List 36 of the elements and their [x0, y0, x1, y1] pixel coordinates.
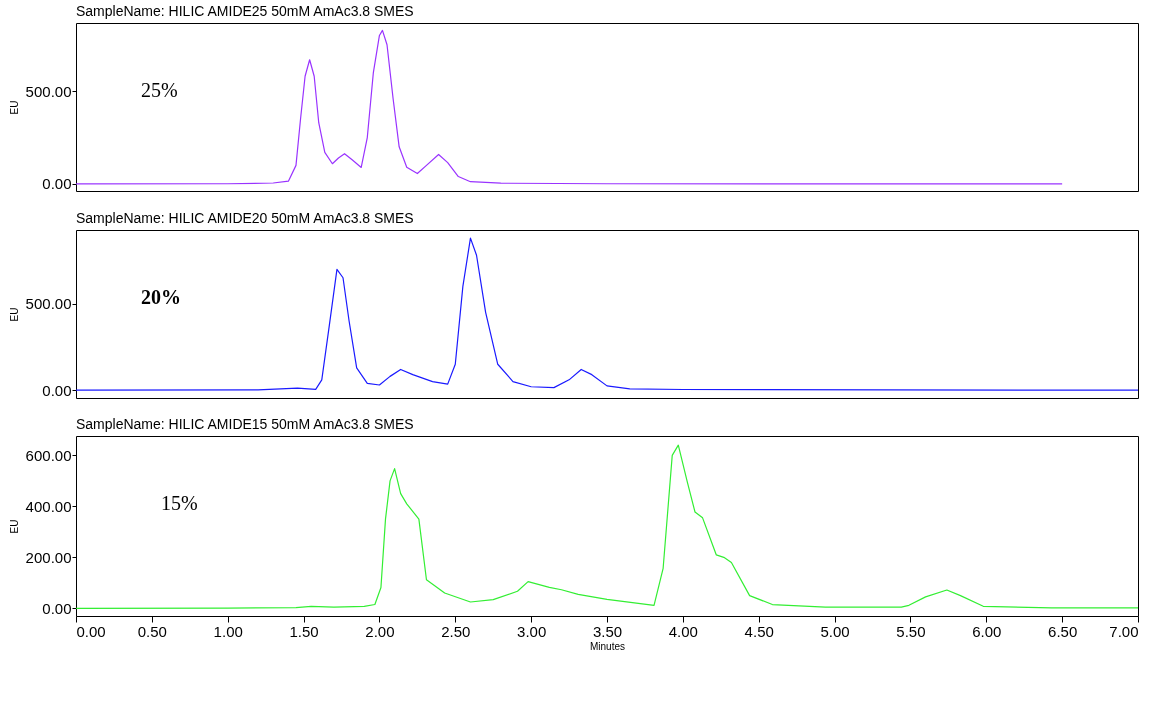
y-axis-title: EU: [8, 100, 20, 115]
y-tick-label: 400.00: [25, 497, 72, 515]
y-tick-label: 600.00: [25, 446, 72, 464]
x-tick-label: 5.00: [820, 622, 850, 640]
x-tick-label: 3.00: [517, 622, 547, 640]
chart-title: SampleName: HILIC AMIDE20 50mM AmAc3.8 SMES: [76, 210, 414, 226]
chart-title: SampleName: HILIC AMIDE25 50mM AmAc3.8 SMES: [76, 3, 414, 19]
x-tick-label: 2.50: [441, 622, 471, 640]
line-series: [76, 29, 1063, 185]
x-tick-label: 2.00: [365, 622, 395, 640]
y-tick-label: 0.00: [42, 599, 72, 617]
x-tick-label: 1.00: [213, 622, 243, 640]
x-tick-label: 4.00: [668, 622, 698, 640]
x-tick-label: 6.00: [972, 622, 1002, 640]
y-tick-label: 0.00: [42, 175, 72, 193]
x-axis-title: Minutes: [589, 640, 626, 652]
x-tick-label: 0.00: [76, 622, 106, 640]
annotation: 20%: [141, 286, 181, 308]
y-tick-label: 0.00: [42, 381, 72, 399]
x-tick-label: 5.50: [896, 622, 926, 640]
annotation: 15%: [161, 492, 198, 514]
x-tick-label: 7.00: [1109, 622, 1139, 640]
line-series: [76, 237, 1138, 391]
y-axis-title: EU: [8, 519, 20, 534]
y-axis-title: EU: [8, 307, 20, 322]
line-series: [76, 444, 1138, 609]
y-tick-label: 500.00: [25, 295, 72, 313]
x-tick-label: 3.50: [592, 622, 623, 640]
x-tick-label: 0.50: [137, 622, 167, 640]
chart-title: SampleName: HILIC AMIDE15 50mM AmAc3.8 SMES: [76, 416, 414, 432]
x-tick-label: 4.50: [744, 622, 774, 640]
x-tick-label: 6.50: [1048, 622, 1078, 640]
y-tick-label: 200.00: [25, 548, 72, 566]
x-tick-label: 1.50: [289, 622, 319, 640]
y-tick-label: 500.00: [25, 82, 72, 100]
annotation: 25%: [141, 79, 178, 101]
